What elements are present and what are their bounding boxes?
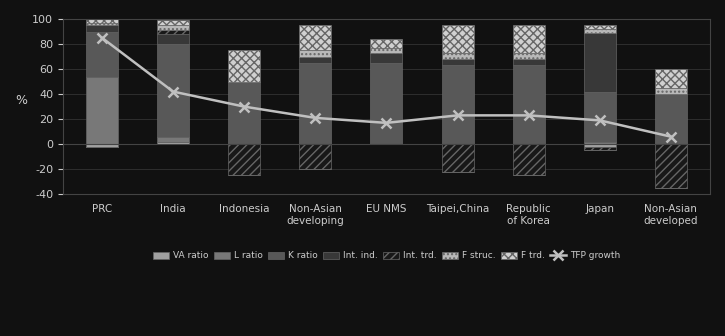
Bar — [86, 25, 118, 32]
Bar — [86, 77, 118, 144]
Bar — [442, 53, 473, 59]
TFP growth — [595, 118, 604, 122]
Bar — [157, 44, 189, 137]
Bar — [655, 69, 687, 88]
Bar — [584, 144, 616, 146]
TFP growth — [98, 36, 107, 40]
Line: TFP growth: TFP growth — [97, 33, 676, 141]
Bar — [584, 29, 616, 33]
Bar — [513, 25, 544, 53]
Bar — [228, 82, 260, 144]
Bar — [584, 33, 616, 92]
Bar — [370, 63, 402, 144]
Bar — [513, 65, 544, 144]
Bar — [86, 23, 118, 25]
Bar — [442, 59, 473, 65]
Bar — [299, 144, 331, 169]
Bar — [299, 50, 331, 56]
Bar — [442, 25, 473, 53]
Bar — [157, 34, 189, 44]
Bar — [299, 25, 331, 50]
Y-axis label: %: % — [15, 94, 27, 107]
TFP growth — [169, 90, 178, 94]
Bar — [299, 63, 331, 144]
Bar — [513, 53, 544, 59]
TFP growth — [453, 113, 462, 117]
Bar — [86, 144, 118, 146]
TFP growth — [240, 104, 249, 109]
Bar — [86, 32, 118, 77]
Bar — [228, 50, 260, 82]
Bar — [584, 25, 616, 29]
Bar — [655, 144, 687, 188]
TFP growth — [666, 135, 675, 139]
Bar — [442, 65, 473, 144]
Bar — [584, 142, 616, 144]
Legend: VA ratio, L ratio, K ratio, Int. ind., Int. trd., F struc., F trd., TFP growth: VA ratio, L ratio, K ratio, Int. ind., I… — [149, 248, 624, 264]
Bar — [157, 142, 189, 144]
Bar — [370, 53, 402, 63]
TFP growth — [524, 113, 533, 117]
Bar — [157, 20, 189, 25]
Bar — [513, 59, 544, 65]
Bar — [584, 92, 616, 142]
Bar — [513, 144, 544, 175]
TFP growth — [382, 121, 391, 125]
Bar — [584, 146, 616, 151]
TFP growth — [311, 116, 320, 120]
Bar — [299, 56, 331, 63]
Bar — [442, 144, 473, 172]
Bar — [157, 137, 189, 142]
Bar — [228, 144, 260, 175]
Bar — [370, 39, 402, 48]
Bar — [370, 48, 402, 53]
Bar — [655, 88, 687, 94]
Bar — [157, 25, 189, 30]
Bar — [655, 94, 687, 144]
Bar — [86, 19, 118, 23]
Bar — [157, 30, 189, 34]
